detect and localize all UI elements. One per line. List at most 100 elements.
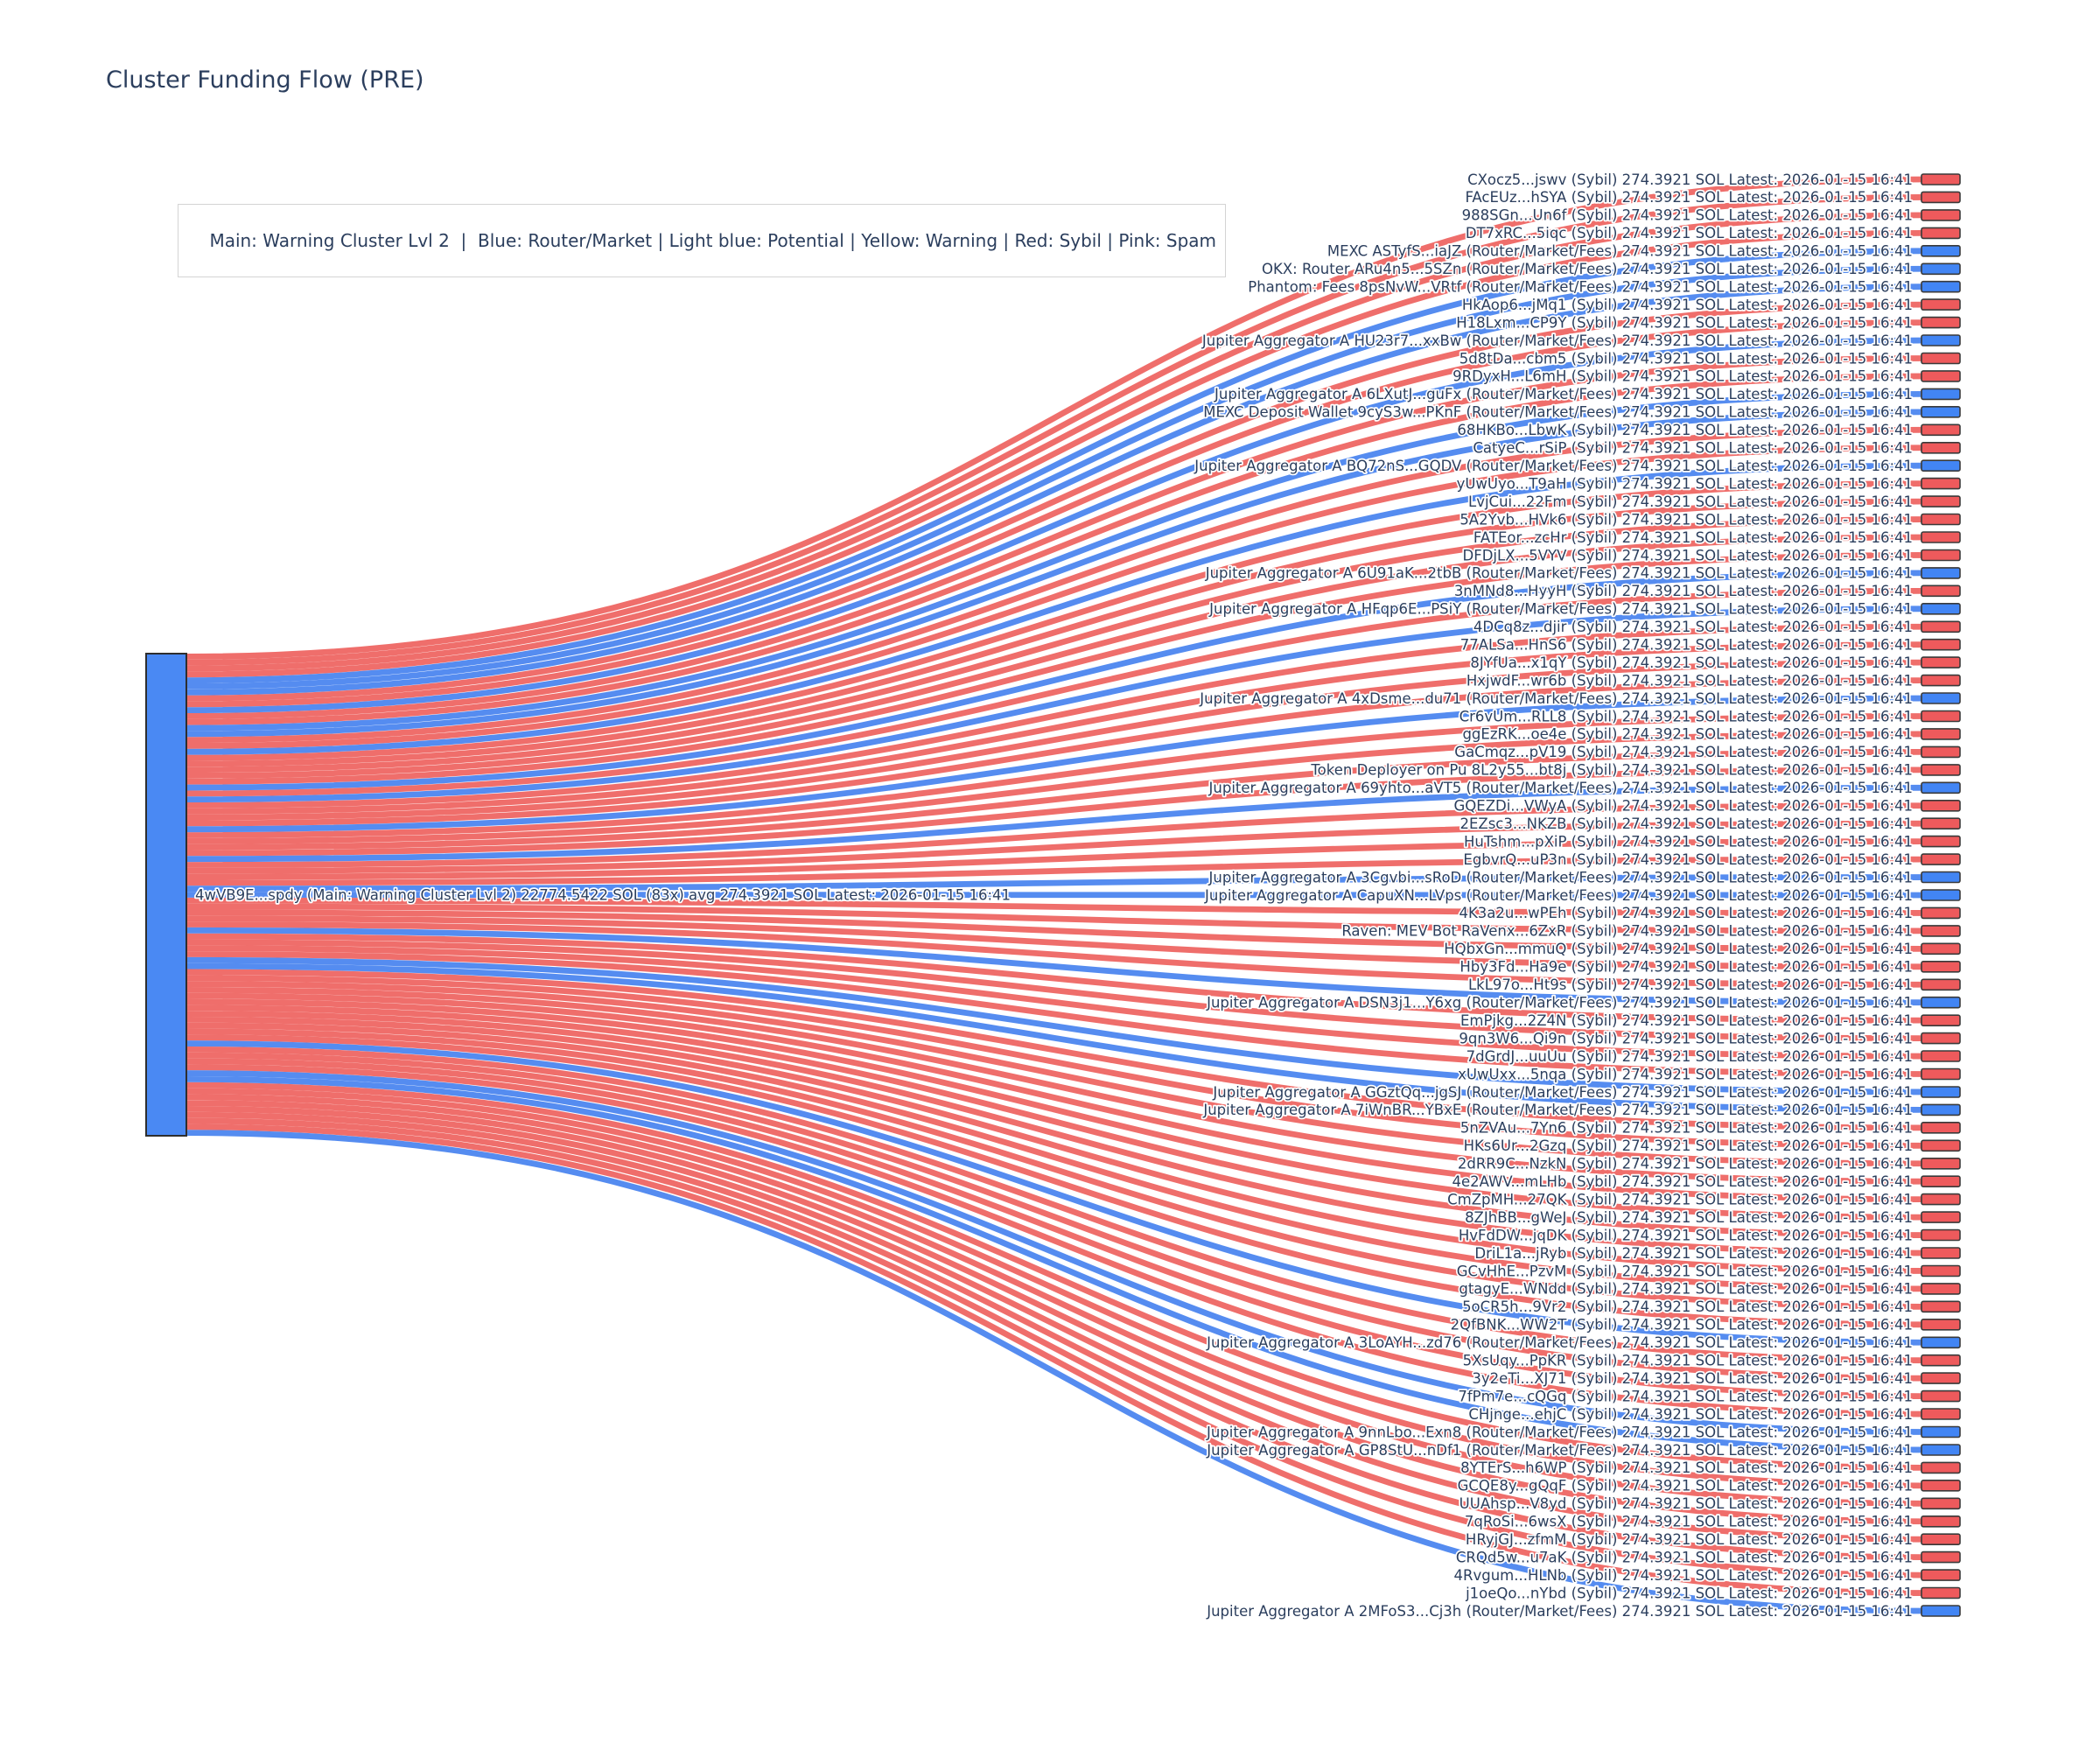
sankey-node[interactable]	[1921, 656, 1961, 668]
sankey-node[interactable]	[1921, 1193, 1961, 1206]
sankey-link[interactable]	[186, 1088, 1922, 1489]
sankey-node[interactable]	[1921, 1605, 1961, 1617]
sankey-node[interactable]	[1921, 370, 1961, 382]
sankey-node[interactable]	[1921, 746, 1961, 759]
sankey-link[interactable]	[186, 1011, 1922, 1256]
sankey-node[interactable]	[1921, 889, 1961, 901]
sankey-node[interactable]	[1921, 1103, 1961, 1116]
sankey-node[interactable]	[1921, 298, 1961, 311]
sankey-link[interactable]	[186, 444, 1922, 749]
sankey-node[interactable]	[1921, 584, 1961, 598]
sankey-link[interactable]	[186, 1040, 1922, 1346]
sankey-link[interactable]	[186, 927, 1922, 1006]
sankey-node[interactable]	[1921, 173, 1961, 186]
sankey-node[interactable]	[1921, 1425, 1961, 1438]
sankey-node[interactable]	[1921, 1122, 1961, 1134]
sankey-node[interactable]	[1921, 1228, 1961, 1242]
sankey-node[interactable]	[1921, 1444, 1961, 1456]
sankey-node[interactable]	[1921, 871, 1961, 884]
sankey-link[interactable]	[186, 749, 1922, 850]
sankey-node[interactable]	[1921, 1014, 1961, 1026]
sankey-link[interactable]	[186, 570, 1922, 791]
sankey-node[interactable]	[1921, 1354, 1961, 1367]
sankey-node[interactable]	[1921, 531, 1961, 543]
sankey-link[interactable]	[186, 462, 1922, 755]
sankey-node[interactable]	[1921, 728, 1961, 740]
sankey-link[interactable]	[186, 975, 1922, 1149]
sankey-node[interactable]	[1921, 799, 1961, 812]
sankey-node[interactable]	[1921, 710, 1961, 723]
sankey-link[interactable]	[186, 659, 1922, 821]
sankey-node[interactable]	[1921, 567, 1961, 579]
sankey-link[interactable]	[186, 1004, 1922, 1238]
sankey-link[interactable]	[186, 552, 1922, 785]
sankey-link[interactable]	[186, 1058, 1922, 1399]
sankey-link[interactable]	[186, 909, 1922, 952]
sankey-node[interactable]	[1921, 1050, 1961, 1062]
sankey-link[interactable]	[186, 998, 1922, 1221]
sankey-node[interactable]	[1921, 209, 1961, 221]
sankey-link[interactable]	[186, 892, 1922, 899]
sankey-node[interactable]	[1921, 1283, 1961, 1295]
sankey-node[interactable]	[1921, 1516, 1961, 1528]
sankey-node[interactable]	[1921, 906, 1961, 920]
sankey-node[interactable]	[1921, 1068, 1961, 1081]
sankey-node[interactable]	[1921, 764, 1961, 776]
sankey-link[interactable]	[186, 945, 1922, 1060]
sankey-node[interactable]	[1921, 1480, 1961, 1492]
sankey-node[interactable]	[1921, 1264, 1961, 1278]
sankey-node[interactable]	[1921, 1336, 1961, 1349]
sankey-link[interactable]	[186, 695, 1922, 833]
sankey-node[interactable]	[1921, 638, 1961, 651]
sankey-link[interactable]	[186, 409, 1922, 738]
sankey-node[interactable]	[1921, 1390, 1961, 1403]
sankey-node[interactable]	[1921, 1461, 1961, 1474]
sankey-node[interactable]	[1921, 1211, 1961, 1223]
sankey-node[interactable]	[1921, 280, 1961, 293]
sankey-link[interactable]	[186, 731, 1922, 844]
sankey-link[interactable]	[186, 229, 1922, 678]
sankey-link[interactable]	[186, 623, 1922, 808]
sankey-link[interactable]	[186, 480, 1922, 761]
sankey-link[interactable]	[186, 951, 1922, 1077]
sankey-link[interactable]	[186, 1028, 1922, 1310]
sankey-node[interactable]	[1921, 316, 1961, 329]
sankey-node[interactable]	[1921, 262, 1961, 276]
sankey-link[interactable]	[186, 373, 1922, 725]
sankey-link[interactable]	[186, 1124, 1922, 1596]
sankey-link[interactable]	[186, 1105, 1922, 1543]
sankey-node[interactable]	[1921, 424, 1961, 437]
sankey-link[interactable]	[186, 498, 1922, 767]
sankey-link[interactable]	[186, 713, 1922, 838]
sankey-node[interactable]	[1921, 1175, 1961, 1187]
sankey-link[interactable]	[186, 1117, 1922, 1578]
sankey-link[interactable]	[186, 426, 1922, 744]
sankey-node[interactable]	[1921, 1032, 1961, 1045]
sankey-link[interactable]	[186, 969, 1922, 1131]
sankey-link[interactable]	[186, 1094, 1922, 1507]
sankey-link[interactable]	[186, 677, 1922, 827]
sankey-link[interactable]	[186, 319, 1922, 708]
sankey-link[interactable]	[186, 1130, 1922, 1614]
sankey-node[interactable]	[1921, 1300, 1961, 1313]
sankey-node[interactable]	[1921, 405, 1961, 418]
sankey-link[interactable]	[186, 301, 1922, 702]
sankey-node[interactable]	[1921, 961, 1961, 973]
sankey-link[interactable]	[186, 534, 1922, 779]
sankey-node[interactable]	[1921, 495, 1961, 508]
sankey-node[interactable]	[1921, 388, 1961, 401]
sankey-node[interactable]	[1921, 441, 1961, 454]
sankey-node[interactable]	[1921, 334, 1961, 346]
main-cluster-node[interactable]	[145, 653, 187, 1137]
sankey-link[interactable]	[186, 874, 1922, 892]
sankey-node[interactable]	[1921, 835, 1961, 848]
sankey-node[interactable]	[1921, 1533, 1961, 1545]
sankey-link[interactable]	[186, 606, 1922, 803]
sankey-link[interactable]	[186, 962, 1922, 1113]
sankey-node[interactable]	[1921, 1408, 1961, 1420]
sankey-link[interactable]	[186, 956, 1922, 1096]
sankey-link[interactable]	[186, 856, 1922, 886]
sankey-node[interactable]	[1921, 227, 1961, 240]
sankey-link[interactable]	[186, 921, 1922, 988]
sankey-link[interactable]	[186, 820, 1922, 874]
